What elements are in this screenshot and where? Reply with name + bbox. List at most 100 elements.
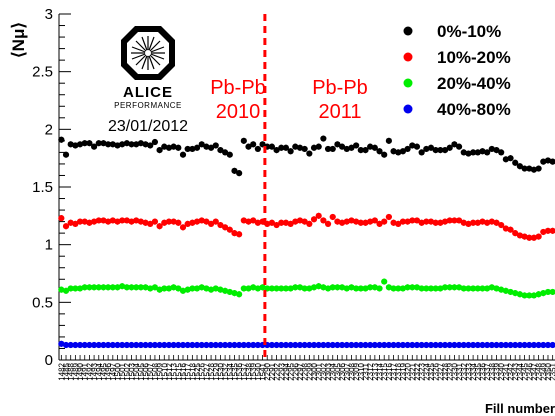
- data-point: [338, 219, 346, 226]
- series-3: [58, 278, 555, 299]
- x-tick-label: 2299: [305, 362, 314, 380]
- data-point: [353, 285, 360, 292]
- data-point: [250, 141, 257, 148]
- x-tick-label: 1525: [193, 362, 202, 380]
- data-point: [371, 284, 378, 291]
- y-tick-label: 2: [45, 121, 53, 138]
- data-point: [67, 141, 74, 148]
- data-point: [133, 284, 140, 291]
- data-point: [128, 341, 135, 349]
- x-tick-label: 1494: [95, 362, 104, 380]
- data-point: [395, 220, 402, 228]
- x-tick-label: 1482: [57, 362, 66, 380]
- data-point: [376, 148, 383, 155]
- x-tick-label: 2309: [352, 362, 361, 380]
- data-point: [427, 218, 435, 225]
- data-point: [474, 341, 481, 349]
- x-tick-label: 1488: [67, 362, 76, 380]
- data-point: [441, 146, 449, 154]
- data-point: [474, 149, 481, 156]
- data-point: [236, 341, 243, 349]
- data-point: [133, 141, 140, 148]
- data-point: [348, 341, 355, 349]
- x-tick-label: 2331: [455, 362, 464, 380]
- data-point: [198, 141, 205, 148]
- x-tick-label: 1502: [123, 362, 132, 380]
- data-point: [455, 143, 463, 150]
- x-tick-label: 1529: [212, 362, 221, 380]
- data-point: [460, 149, 467, 156]
- data-point: [100, 140, 107, 147]
- x-tick-label: 1508: [151, 362, 160, 380]
- x-tick-label: 2329: [446, 362, 455, 380]
- x-tick-label: 1538: [245, 362, 254, 380]
- data-point: [268, 341, 276, 349]
- x-tick-label: 1516: [179, 362, 188, 380]
- x-tick-label: 2336: [478, 362, 487, 380]
- alice-logo: ALICE PERFORMANCE 23/01/2012: [108, 26, 188, 135]
- x-tick-label: 2339: [493, 362, 502, 380]
- data-point: [278, 285, 285, 292]
- data-point: [310, 341, 318, 349]
- data-point: [147, 341, 154, 349]
- x-tick-label: 2317: [390, 362, 399, 380]
- data-point: [184, 145, 191, 153]
- x-tick-label: 1528: [207, 362, 216, 380]
- x-tick-label: 2306: [338, 362, 347, 380]
- data-point: [488, 145, 495, 153]
- data-point: [432, 219, 439, 226]
- data-point: [516, 341, 524, 349]
- x-tick-label: 1496: [104, 362, 113, 380]
- data-point: [488, 284, 495, 291]
- data-point: [236, 170, 243, 177]
- data-point: [95, 140, 102, 147]
- data-point: [119, 341, 126, 349]
- data-point: [484, 285, 491, 292]
- data-point: [413, 217, 421, 224]
- x-tick-label: 2311: [361, 362, 370, 380]
- data-point: [385, 284, 392, 291]
- data-point: [198, 217, 205, 224]
- y-axis-title: ⟨Nμ⟩: [9, 22, 28, 58]
- data-point: [465, 220, 472, 228]
- data-point: [222, 224, 229, 231]
- data-point: [81, 341, 88, 349]
- data-point: [451, 341, 458, 349]
- data-point: [100, 284, 107, 291]
- data-point: [535, 341, 542, 349]
- data-point: [306, 285, 313, 292]
- data-point: [451, 141, 458, 148]
- x-tick-label: 1530: [216, 362, 225, 380]
- data-point: [128, 218, 135, 225]
- data-point: [502, 287, 509, 294]
- data-point: [334, 218, 341, 225]
- x-tick-label: 2293: [277, 362, 286, 380]
- data-point: [95, 341, 102, 349]
- data-point: [212, 142, 219, 149]
- data-point: [198, 284, 205, 291]
- data-point: [296, 341, 304, 349]
- x-tick-label: 1517: [184, 362, 193, 380]
- data-point: [287, 285, 294, 292]
- data-point: [151, 138, 159, 146]
- data-point: [390, 285, 397, 292]
- data-point: [357, 146, 364, 154]
- x-tick-label: 2312: [366, 362, 375, 380]
- data-point: [287, 220, 294, 228]
- data-point: [381, 151, 388, 158]
- data-point: [179, 341, 187, 349]
- data-point: [207, 341, 215, 349]
- data-point: [306, 341, 313, 349]
- data-point: [86, 284, 93, 291]
- data-point: [203, 285, 210, 292]
- data-point: [58, 215, 65, 222]
- period-2010-line1: Pb-Pb: [210, 77, 266, 99]
- data-point: [371, 217, 378, 224]
- data-point: [455, 217, 463, 224]
- data-point: [137, 341, 144, 349]
- data-point: [81, 140, 88, 147]
- data-point: [348, 217, 355, 224]
- data-point: [544, 341, 552, 349]
- data-point: [292, 218, 299, 225]
- data-point: [376, 220, 383, 228]
